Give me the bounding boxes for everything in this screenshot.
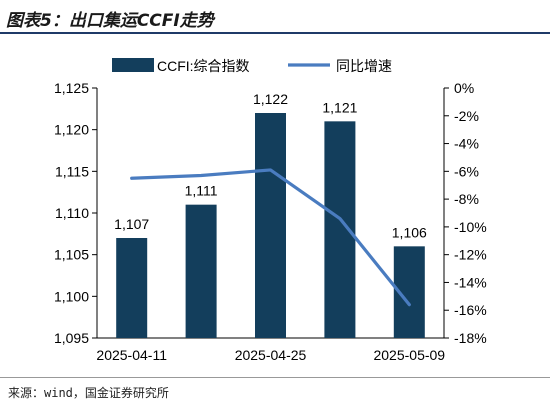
source-footer: 来源：wind，国金证券研究所	[0, 377, 550, 406]
bar-data-labels: 1,107 1,111 1,122 1,121 1,106	[114, 91, 427, 240]
line-path	[130, 168, 411, 307]
chart-title: 图表5：出口集运CCFI走势	[6, 11, 214, 31]
y-right-tick-label: 0%	[454, 80, 474, 96]
legend-item-bar: CCFI:综合指数	[112, 58, 250, 74]
legend-label-bar: CCFI:综合指数	[157, 58, 250, 74]
y-right-tick-label: -2%	[454, 108, 479, 124]
legend-label-line: 同比增速	[336, 58, 392, 74]
y-left-tick-label: 1,115	[55, 163, 89, 179]
line-series	[130, 168, 411, 307]
bar	[185, 204, 217, 338]
x-tick-label: 2025-05-09	[373, 347, 445, 363]
x-axis: 2025-04-11 2025-04-25 2025-05-09	[96, 337, 445, 363]
y-left-tick-label: 1,120	[54, 122, 89, 138]
y-left-tick-label: 1,095	[54, 330, 89, 346]
bar-value-label: 1,121	[322, 99, 357, 115]
bar-series	[116, 113, 425, 338]
legend-item-line: 同比增速	[288, 58, 392, 74]
y-axis-left: 1,095 1,100 1,105 1,110 1,115 1,120 1,125	[54, 80, 98, 346]
y-left-tick-label: 1,110	[55, 205, 89, 221]
y-right-tick-label: -4%	[454, 136, 479, 152]
chart: CCFI:综合指数 同比增速 1,0951,1001,1051,1101,1151…	[54, 58, 487, 363]
y-right-tick-label: -14%	[454, 274, 487, 290]
title-bar: 图表5：出口集运CCFI走势	[0, 0, 550, 34]
bar-value-label: 1,107	[114, 216, 149, 232]
legend: CCFI:综合指数 同比增速	[112, 58, 392, 74]
y-right-tick-label: -8%	[454, 191, 479, 207]
y-axis-right: -18% -16% -14% -12% -10% -8% -6% -4% -2% 0%	[443, 80, 487, 346]
x-tick-label: 2025-04-25	[235, 347, 307, 363]
y-left-tick-label: 1,100	[54, 288, 89, 304]
y-right-tick-label: -6%	[454, 163, 479, 179]
source-text: 来源：wind，国金证券研究所	[8, 386, 169, 400]
x-tick-label: 2025-04-11	[96, 347, 167, 363]
bar	[255, 113, 286, 338]
bar	[116, 238, 148, 338]
y-right-tick-label: -16%	[454, 302, 487, 318]
legend-swatch-bar	[112, 58, 154, 72]
y-right-tick-label: -12%	[454, 247, 487, 263]
bar-value-label: 1,106	[392, 224, 427, 240]
bar-value-label: 1,122	[253, 91, 288, 107]
y-right-tick-label: -18%	[454, 330, 487, 346]
y-left-tick-label: 1,105	[54, 247, 89, 263]
bar-value-label: 1,111	[185, 183, 218, 199]
y-left-tick-label: 1,125	[54, 80, 89, 96]
y-right-tick-label: -10%	[454, 219, 487, 235]
